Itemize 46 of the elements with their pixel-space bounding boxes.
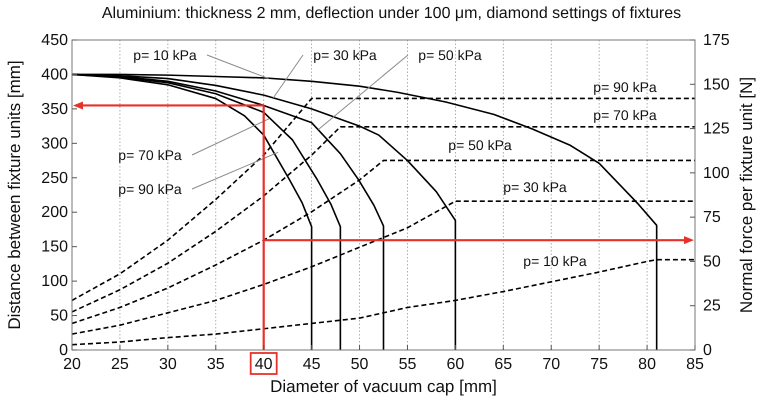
- annotation: p= 90 kPa: [118, 181, 182, 197]
- x-tick-label: 65: [494, 356, 512, 373]
- series-label: p= 30 kPa: [503, 179, 567, 195]
- y2-tick-label: 150: [703, 76, 730, 94]
- y2-axis-title: Normal force per fixture unit [N]: [737, 76, 756, 314]
- annotation: p= 70 kPa: [118, 147, 182, 163]
- series-label: p= 90 kPa: [593, 79, 657, 95]
- y2-tick-label: 0: [703, 342, 712, 359]
- y2-tick-label: 125: [703, 120, 730, 138]
- y2-tick-label: 100: [703, 164, 730, 182]
- y-tick-label: 200: [41, 204, 68, 222]
- x-tick-label: 85: [686, 356, 704, 373]
- x-tick-label: 55: [398, 356, 416, 373]
- series-label: p= 50 kPa: [448, 137, 512, 153]
- chart-title: Aluminium: thickness 2 mm, deflection under 100 μm, diamond settings of fixtures: [102, 5, 682, 22]
- y-tick-label: 300: [41, 135, 68, 152]
- x-tick-label: 75: [590, 356, 608, 373]
- x-tick-label: 60: [446, 356, 464, 373]
- y-tick-label: 50: [50, 308, 68, 325]
- y-tick-label: 150: [41, 238, 68, 256]
- x-tick-label: 35: [206, 356, 225, 373]
- series-label: p= 70 kPa: [593, 107, 657, 123]
- y-tick-label: 450: [41, 32, 68, 49]
- y2-tick-label: 25: [703, 298, 721, 315]
- y2-tick-label: 75: [703, 209, 721, 226]
- y-tick-label: 350: [41, 100, 68, 118]
- annotation: p= 30 kPa: [313, 47, 377, 63]
- y-tick-label: 0: [59, 342, 68, 359]
- x-tick-label: 30: [158, 356, 177, 373]
- x-tick-label: 40: [254, 356, 273, 373]
- x-tick-label: 25: [111, 356, 129, 373]
- series-label: p= 10 kPa: [523, 253, 587, 269]
- x-axis-title: Diameter of vacuum cap [mm]: [270, 377, 497, 396]
- x-tick-label: 70: [542, 356, 560, 373]
- y2-tick-label: 50: [703, 253, 721, 270]
- annotation: p= 10 kPa: [133, 47, 197, 63]
- y-tick-label: 100: [41, 273, 68, 290]
- y-tick-label: 400: [41, 66, 68, 84]
- y-tick-label: 250: [41, 170, 68, 187]
- x-tick-label: 50: [350, 356, 369, 373]
- annotation: p= 50 kPa: [418, 47, 482, 63]
- x-tick-label: 20: [63, 356, 81, 373]
- x-tick-label: 80: [638, 356, 656, 373]
- x-tick-label: 45: [302, 356, 321, 373]
- y2-tick-label: 175: [703, 32, 730, 49]
- y-axis-title: Distance between fixture units [mm]: [5, 60, 24, 330]
